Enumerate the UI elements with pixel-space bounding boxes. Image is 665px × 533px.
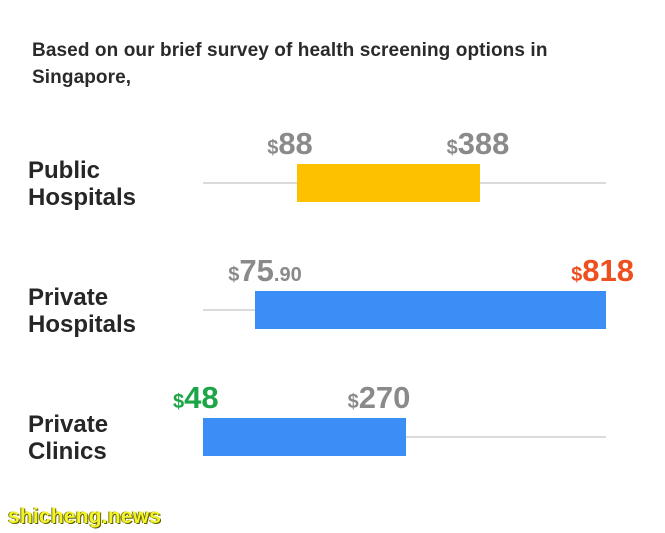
- price-value: 75: [239, 253, 273, 288]
- price-value: 88: [278, 126, 312, 161]
- currency-symbol: $: [267, 137, 278, 159]
- range-bar: [255, 291, 606, 329]
- high-price-label: $270: [348, 380, 411, 415]
- low-price-label: $75.90: [228, 253, 301, 288]
- price-decimal: .90: [274, 264, 302, 286]
- category-label-line: Private: [28, 411, 109, 438]
- intro-text: Based on our brief survey of health scre…: [32, 40, 548, 88]
- currency-symbol: $: [571, 264, 582, 286]
- price-value: 48: [184, 380, 218, 415]
- range-bar: [203, 418, 406, 456]
- category-label-line: Private: [28, 284, 109, 311]
- price-value: 388: [458, 126, 510, 161]
- range-bar: [297, 164, 480, 202]
- category-label-line: Clinics: [28, 438, 107, 465]
- currency-symbol: $: [228, 264, 239, 286]
- category-label-line: Public: [28, 157, 101, 184]
- category-label-line: Hospitals: [28, 311, 137, 338]
- price-value: 818: [582, 253, 634, 288]
- high-price-label: $388: [447, 126, 510, 161]
- category-label-line: Hospitals: [28, 184, 137, 211]
- high-price-label: $818: [571, 253, 634, 288]
- currency-symbol: $: [447, 137, 458, 159]
- category-label-public-hospitals: Public Hospitals: [28, 157, 188, 211]
- currency-symbol: $: [348, 391, 359, 413]
- price-value: 270: [359, 380, 411, 415]
- watermark: shicheng.news: [8, 505, 162, 528]
- category-label-private-clinics: Private Clinics: [28, 411, 188, 465]
- category-label-private-hospitals: Private Hospitals: [28, 284, 188, 338]
- currency-symbol: $: [173, 391, 184, 413]
- low-price-label: $88: [267, 126, 313, 161]
- low-price-label: $48: [173, 380, 219, 415]
